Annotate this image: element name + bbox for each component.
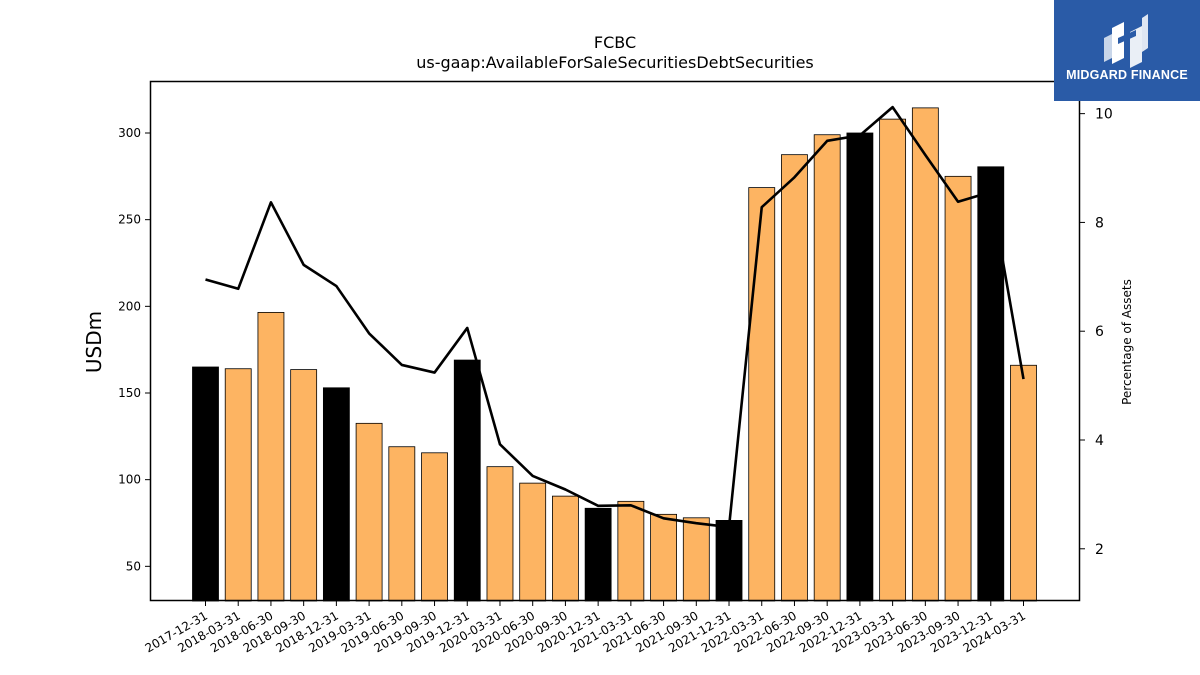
- chart-subtitle: us-gaap:AvailableForSaleSecuritiesDebtSe…: [416, 53, 814, 72]
- bar-2018-12-31: [322, 387, 350, 602]
- y2-tick-label: 10: [1095, 107, 1113, 123]
- bar-2018-06-30: [257, 311, 285, 602]
- bar-2020-03-31: [486, 466, 514, 602]
- y2-tick-label: 2: [1095, 542, 1104, 558]
- logo-mark-icon: [1104, 14, 1148, 68]
- bar-2020-12-31: [584, 507, 612, 602]
- y2-tick-label: 8: [1095, 215, 1104, 231]
- bars-layer: [192, 107, 1037, 602]
- y-axis-left: 50 100 150 200 250 300: [118, 126, 150, 573]
- bar-2018-09-30: [290, 369, 318, 602]
- line-layer: [205, 105, 1025, 529]
- y-tick-label: 100: [118, 473, 141, 487]
- y-axis-right: 2 4 6 8 10: [1080, 107, 1113, 558]
- bar-2022-03-31: [748, 187, 776, 602]
- bar-2020-09-30: [552, 495, 579, 602]
- bar-2020-06-30: [519, 482, 547, 602]
- bar-2019-06-30: [388, 446, 416, 602]
- y-tick-label: 50: [126, 559, 141, 573]
- y-tick-label: 150: [118, 386, 141, 400]
- y-axis-label: USDm: [82, 311, 106, 373]
- bar-2022-09-30: [813, 134, 841, 602]
- x-axis: 2017-12-312018-03-312018-06-302018-09-30…: [143, 601, 1028, 655]
- chart-title: FCBC: [593, 33, 637, 52]
- bar-2019-12-31: [453, 359, 481, 602]
- bar-2019-03-31: [355, 422, 383, 602]
- bar-2021-12-31: [715, 520, 743, 602]
- bar-2021-06-30: [650, 513, 677, 602]
- bar-2023-12-31: [977, 166, 1005, 602]
- bar-2022-12-31: [846, 132, 874, 602]
- bar-2022-06-30: [781, 154, 808, 602]
- bar-2017-12-31: [192, 366, 219, 602]
- y-tick-label: 200: [118, 299, 141, 313]
- y-tick-label: 300: [118, 126, 141, 140]
- bar-2018-03-31: [224, 368, 252, 602]
- brand-logo: MIDGARD FINANCE: [1054, 0, 1200, 101]
- y2-tick-label: 4: [1095, 433, 1104, 449]
- bar-2023-09-30: [944, 175, 972, 602]
- y2-tick-label: 6: [1095, 324, 1104, 340]
- bar-2021-09-30: [682, 517, 710, 602]
- bar-2021-03-31: [617, 500, 645, 602]
- plot-frame: [149, 80, 1081, 602]
- bar-2024-03-31: [1010, 364, 1037, 602]
- bar-2019-09-30: [421, 452, 448, 602]
- y-tick-label: 250: [118, 213, 141, 227]
- pct-assets-line: [205, 105, 1025, 529]
- logo-text: MIDGARD FINANCE: [1066, 68, 1188, 82]
- bar-2023-06-30: [911, 107, 939, 602]
- y2-axis-label: Percentage of Assets: [1120, 279, 1134, 405]
- bar-2023-03-31: [879, 118, 907, 602]
